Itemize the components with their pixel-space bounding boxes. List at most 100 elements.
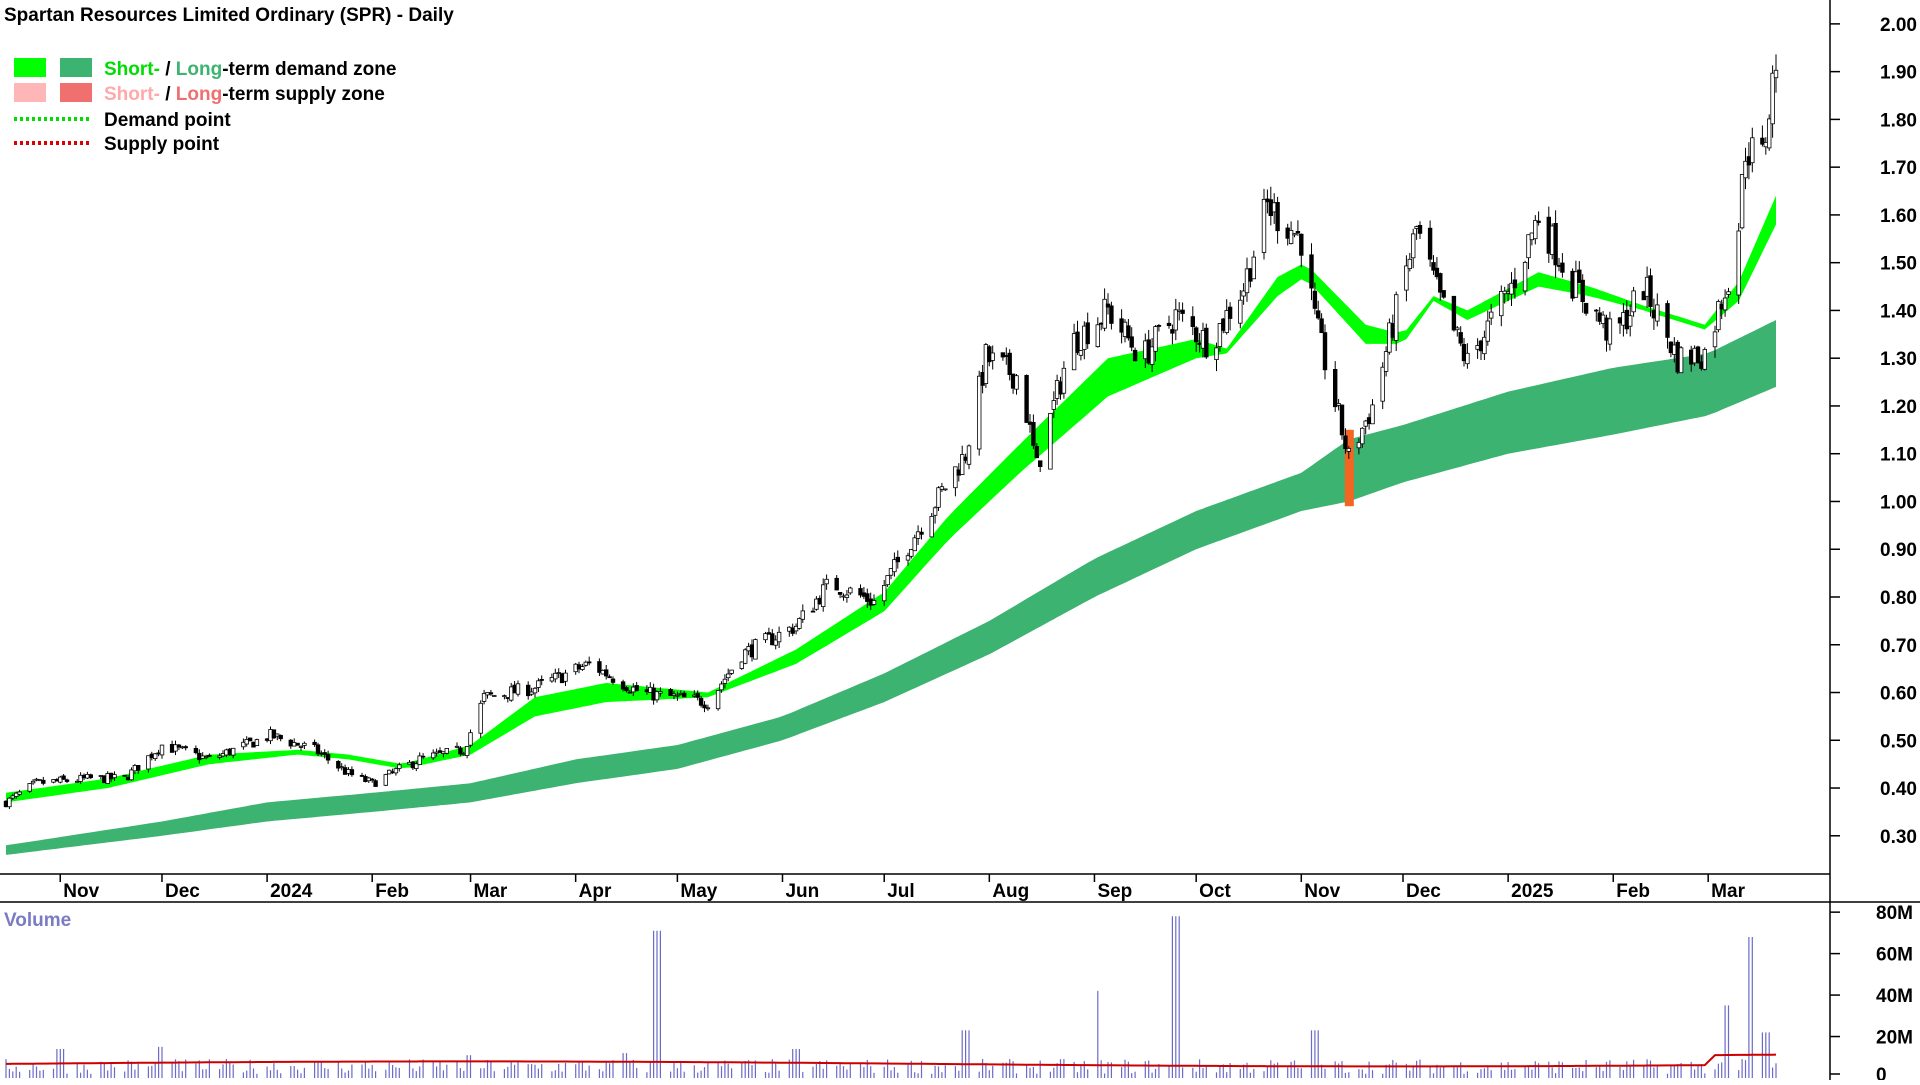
- candle: [1153, 325, 1158, 362]
- candle-body: [1078, 350, 1084, 356]
- legend-swatch-long-supply: [60, 83, 92, 102]
- candle-body: [1346, 447, 1351, 452]
- chart-title: Spartan Resources Limited Ordinary (SPR)…: [4, 5, 454, 26]
- candle-body: [176, 744, 182, 748]
- candle-body: [1451, 295, 1457, 331]
- candle: [1526, 234, 1531, 270]
- candle: [960, 445, 965, 476]
- candle: [1648, 268, 1653, 317]
- candle-body: [705, 707, 711, 710]
- candle-body: [739, 661, 744, 669]
- candle-body: [393, 768, 399, 774]
- candle: [414, 761, 419, 772]
- candle-body: [1109, 305, 1114, 324]
- candle-body: [1251, 256, 1256, 280]
- candle: [1434, 257, 1440, 280]
- candle-body: [247, 737, 253, 742]
- candle-body: [1631, 290, 1636, 313]
- candle: [800, 604, 805, 623]
- candle-body: [1356, 441, 1362, 449]
- candle: [183, 745, 188, 751]
- candle-body: [1214, 347, 1219, 360]
- candle-body: [943, 488, 948, 491]
- candle-body: [1383, 351, 1389, 372]
- candle: [312, 739, 317, 747]
- candle: [492, 695, 497, 697]
- candle-body: [1509, 282, 1514, 295]
- price-tick-label: 1.00: [1880, 492, 1917, 513]
- candle-body: [1628, 315, 1633, 327]
- candle-body: [1051, 400, 1056, 410]
- price-y-axis: 2.00 1.90 1.80 1.70 1.60 1.50 1.40 1.30 1.20 1.10…: [1830, 15, 1917, 848]
- candle: [468, 729, 473, 748]
- candle-body: [1085, 322, 1090, 345]
- candle-body: [865, 593, 870, 602]
- candle: [1407, 252, 1412, 272]
- candle-body: [620, 681, 626, 690]
- candle-body: [932, 507, 938, 516]
- candle-body: [1434, 267, 1440, 278]
- candle-body: [1261, 198, 1267, 253]
- candle-body: [1743, 160, 1748, 179]
- candle: [953, 466, 958, 497]
- candle-body: [719, 683, 724, 691]
- candle-body: [203, 756, 209, 759]
- candle: [848, 586, 853, 595]
- candle: [298, 745, 304, 751]
- candle-body: [488, 692, 494, 695]
- candle-body: [464, 746, 470, 757]
- candle: [882, 580, 887, 607]
- candle: [620, 679, 626, 692]
- candle: [17, 789, 22, 796]
- candle-body: [1360, 427, 1365, 445]
- candle: [532, 687, 538, 698]
- candle: [1129, 327, 1134, 352]
- candle-body: [1038, 460, 1043, 467]
- candle-body: [695, 692, 700, 698]
- candle: [1194, 326, 1199, 352]
- candle-body: [773, 639, 778, 646]
- candle-body: [1438, 273, 1443, 293]
- price-tick-label: 1.40: [1880, 301, 1917, 322]
- candle: [1404, 255, 1409, 302]
- candle: [1102, 288, 1107, 332]
- date-tick-label: Sep: [1097, 881, 1132, 902]
- legend-supply-long: Long: [176, 84, 222, 105]
- candle: [1461, 337, 1467, 367]
- candle-body: [1526, 234, 1531, 259]
- candle-body: [1553, 222, 1558, 266]
- candle: [726, 668, 731, 682]
- candle-body: [810, 610, 816, 613]
- candle-body: [1170, 329, 1175, 334]
- candle: [912, 534, 917, 552]
- long-term-demand-zone: [6, 320, 1776, 855]
- candle: [336, 760, 341, 772]
- candle-body: [977, 375, 982, 450]
- candle: [810, 607, 816, 613]
- candle: [1051, 391, 1056, 418]
- candle-body: [1695, 346, 1701, 363]
- candle-body: [675, 694, 680, 697]
- candle-body: [1482, 336, 1487, 355]
- candle: [41, 776, 46, 786]
- candle-body: [715, 690, 721, 710]
- candle: [1170, 324, 1175, 345]
- candle: [1716, 299, 1721, 333]
- candle: [770, 629, 775, 646]
- candle: [176, 744, 182, 751]
- candle: [383, 773, 388, 786]
- candle-body: [743, 649, 748, 664]
- candle: [1417, 221, 1423, 239]
- candle-body: [241, 741, 246, 748]
- candle-body: [78, 774, 83, 782]
- candle-body: [1583, 302, 1589, 314]
- candle: [1482, 330, 1487, 360]
- candle-body: [27, 783, 32, 792]
- candle-body: [64, 779, 70, 782]
- candle: [129, 767, 134, 781]
- candle-body: [532, 687, 538, 694]
- candle-body: [536, 680, 541, 688]
- candle: [1078, 350, 1084, 361]
- candle-body: [654, 691, 660, 701]
- candle: [1333, 361, 1338, 412]
